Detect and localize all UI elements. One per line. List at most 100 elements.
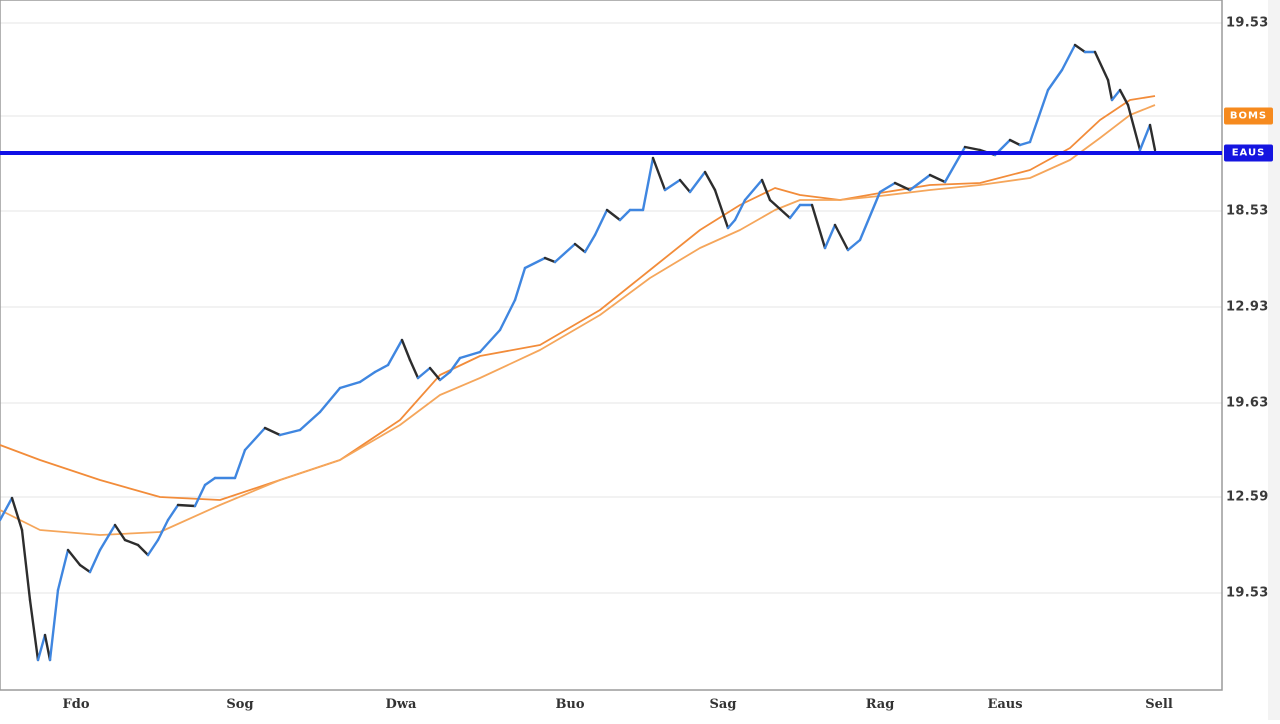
price-segment xyxy=(543,256,557,264)
scrollbar-track[interactable] xyxy=(1268,0,1280,720)
price-segment xyxy=(846,238,862,252)
price-segment xyxy=(1018,140,1032,147)
price-segment xyxy=(28,598,40,662)
price-segment xyxy=(56,548,70,592)
price-segment xyxy=(478,328,502,354)
price-segment xyxy=(928,173,947,184)
price-segment xyxy=(193,483,207,508)
price-segment xyxy=(908,173,932,192)
price-segment xyxy=(400,338,412,362)
price-segment xyxy=(408,358,420,380)
moving-averages xyxy=(0,95,1156,536)
price-segment xyxy=(498,298,517,332)
price-segment xyxy=(553,242,577,264)
price-segment xyxy=(878,181,897,194)
price-segment xyxy=(373,363,390,374)
price-segment xyxy=(438,370,452,382)
x-tick-label: Eaus xyxy=(987,697,1023,712)
price-segment xyxy=(78,563,92,574)
price-segment xyxy=(233,448,247,480)
x-tick-label: Dwa xyxy=(385,697,417,712)
y-tick-label: 12.93 xyxy=(1226,299,1269,315)
horizontal-level-price-tag: EAUS xyxy=(1224,144,1273,162)
price-segment xyxy=(203,476,217,487)
price-segment xyxy=(810,203,827,250)
y-tick-label: 12.59 xyxy=(1226,489,1269,505)
y-tick-label: 19.63 xyxy=(1226,395,1269,411)
y-tick-label: 19.53 xyxy=(1226,15,1269,31)
price-segment xyxy=(1138,123,1152,152)
price-segment xyxy=(278,428,302,437)
price-segment xyxy=(98,523,117,552)
price-segment xyxy=(513,266,527,302)
x-tick-label: Sog xyxy=(226,697,254,712)
price-segment xyxy=(458,350,482,360)
price-segment xyxy=(1060,43,1077,72)
price-segment xyxy=(733,198,747,222)
price-segment xyxy=(1126,103,1142,152)
moving-average-2 xyxy=(0,104,1156,536)
y-tick-label: 18.53 xyxy=(1226,203,1269,219)
x-tick-label: Sag xyxy=(709,697,737,712)
price-segment xyxy=(386,338,404,367)
price-segment xyxy=(263,426,282,437)
price-segment xyxy=(10,496,24,532)
price-segment xyxy=(36,633,47,662)
price-segment xyxy=(663,178,682,192)
price-segment xyxy=(113,523,127,542)
moving-average-price-tag: BOMS xyxy=(1224,107,1273,125)
price-segment xyxy=(48,588,60,662)
price-segment xyxy=(43,633,52,662)
price-segment xyxy=(448,356,462,374)
price-segment xyxy=(146,538,160,557)
price-segment xyxy=(593,208,609,237)
price-segment xyxy=(833,223,850,252)
price-segment xyxy=(1093,50,1110,82)
price-segment xyxy=(743,178,764,202)
price-segment xyxy=(416,366,432,380)
price-segment xyxy=(858,190,882,242)
price-segment xyxy=(166,503,180,522)
price-segment xyxy=(1073,43,1087,54)
x-tick-label: Buo xyxy=(555,697,585,712)
plot-border xyxy=(0,0,1223,691)
price-segment xyxy=(66,548,82,567)
price-segment xyxy=(176,503,197,508)
price-segment xyxy=(1110,88,1122,102)
price-segment xyxy=(358,370,377,384)
price-segment xyxy=(1028,88,1050,144)
gridlines xyxy=(0,22,1222,594)
price-segment xyxy=(1008,138,1022,147)
x-tick-label: Rag xyxy=(865,697,895,712)
price-segment xyxy=(573,242,587,254)
price-segment xyxy=(88,548,102,574)
price-segment xyxy=(1046,68,1064,92)
price-segment xyxy=(651,156,667,192)
price-segment xyxy=(1148,123,1157,152)
price-segment xyxy=(136,543,150,557)
price-segment xyxy=(703,170,717,192)
price-segment xyxy=(338,380,362,390)
price-segment xyxy=(243,426,267,452)
price-segment xyxy=(298,410,322,432)
price-segment xyxy=(788,203,802,220)
price-segment xyxy=(523,256,547,270)
price-segment xyxy=(760,178,772,202)
x-tick-label: Fdo xyxy=(62,697,90,712)
price-segment xyxy=(20,528,32,602)
price-segment xyxy=(583,233,597,254)
price-segment xyxy=(823,223,837,250)
price-segment xyxy=(0,496,14,522)
price-segment xyxy=(156,518,170,542)
price-segment xyxy=(713,188,730,230)
price-segment xyxy=(1106,78,1114,102)
price-segment xyxy=(641,156,655,212)
price-segment xyxy=(893,181,912,192)
price-segment xyxy=(726,218,737,230)
price-segment xyxy=(428,366,442,382)
price-segment xyxy=(963,145,982,152)
price-segment xyxy=(768,198,792,220)
price-segment xyxy=(605,208,622,222)
